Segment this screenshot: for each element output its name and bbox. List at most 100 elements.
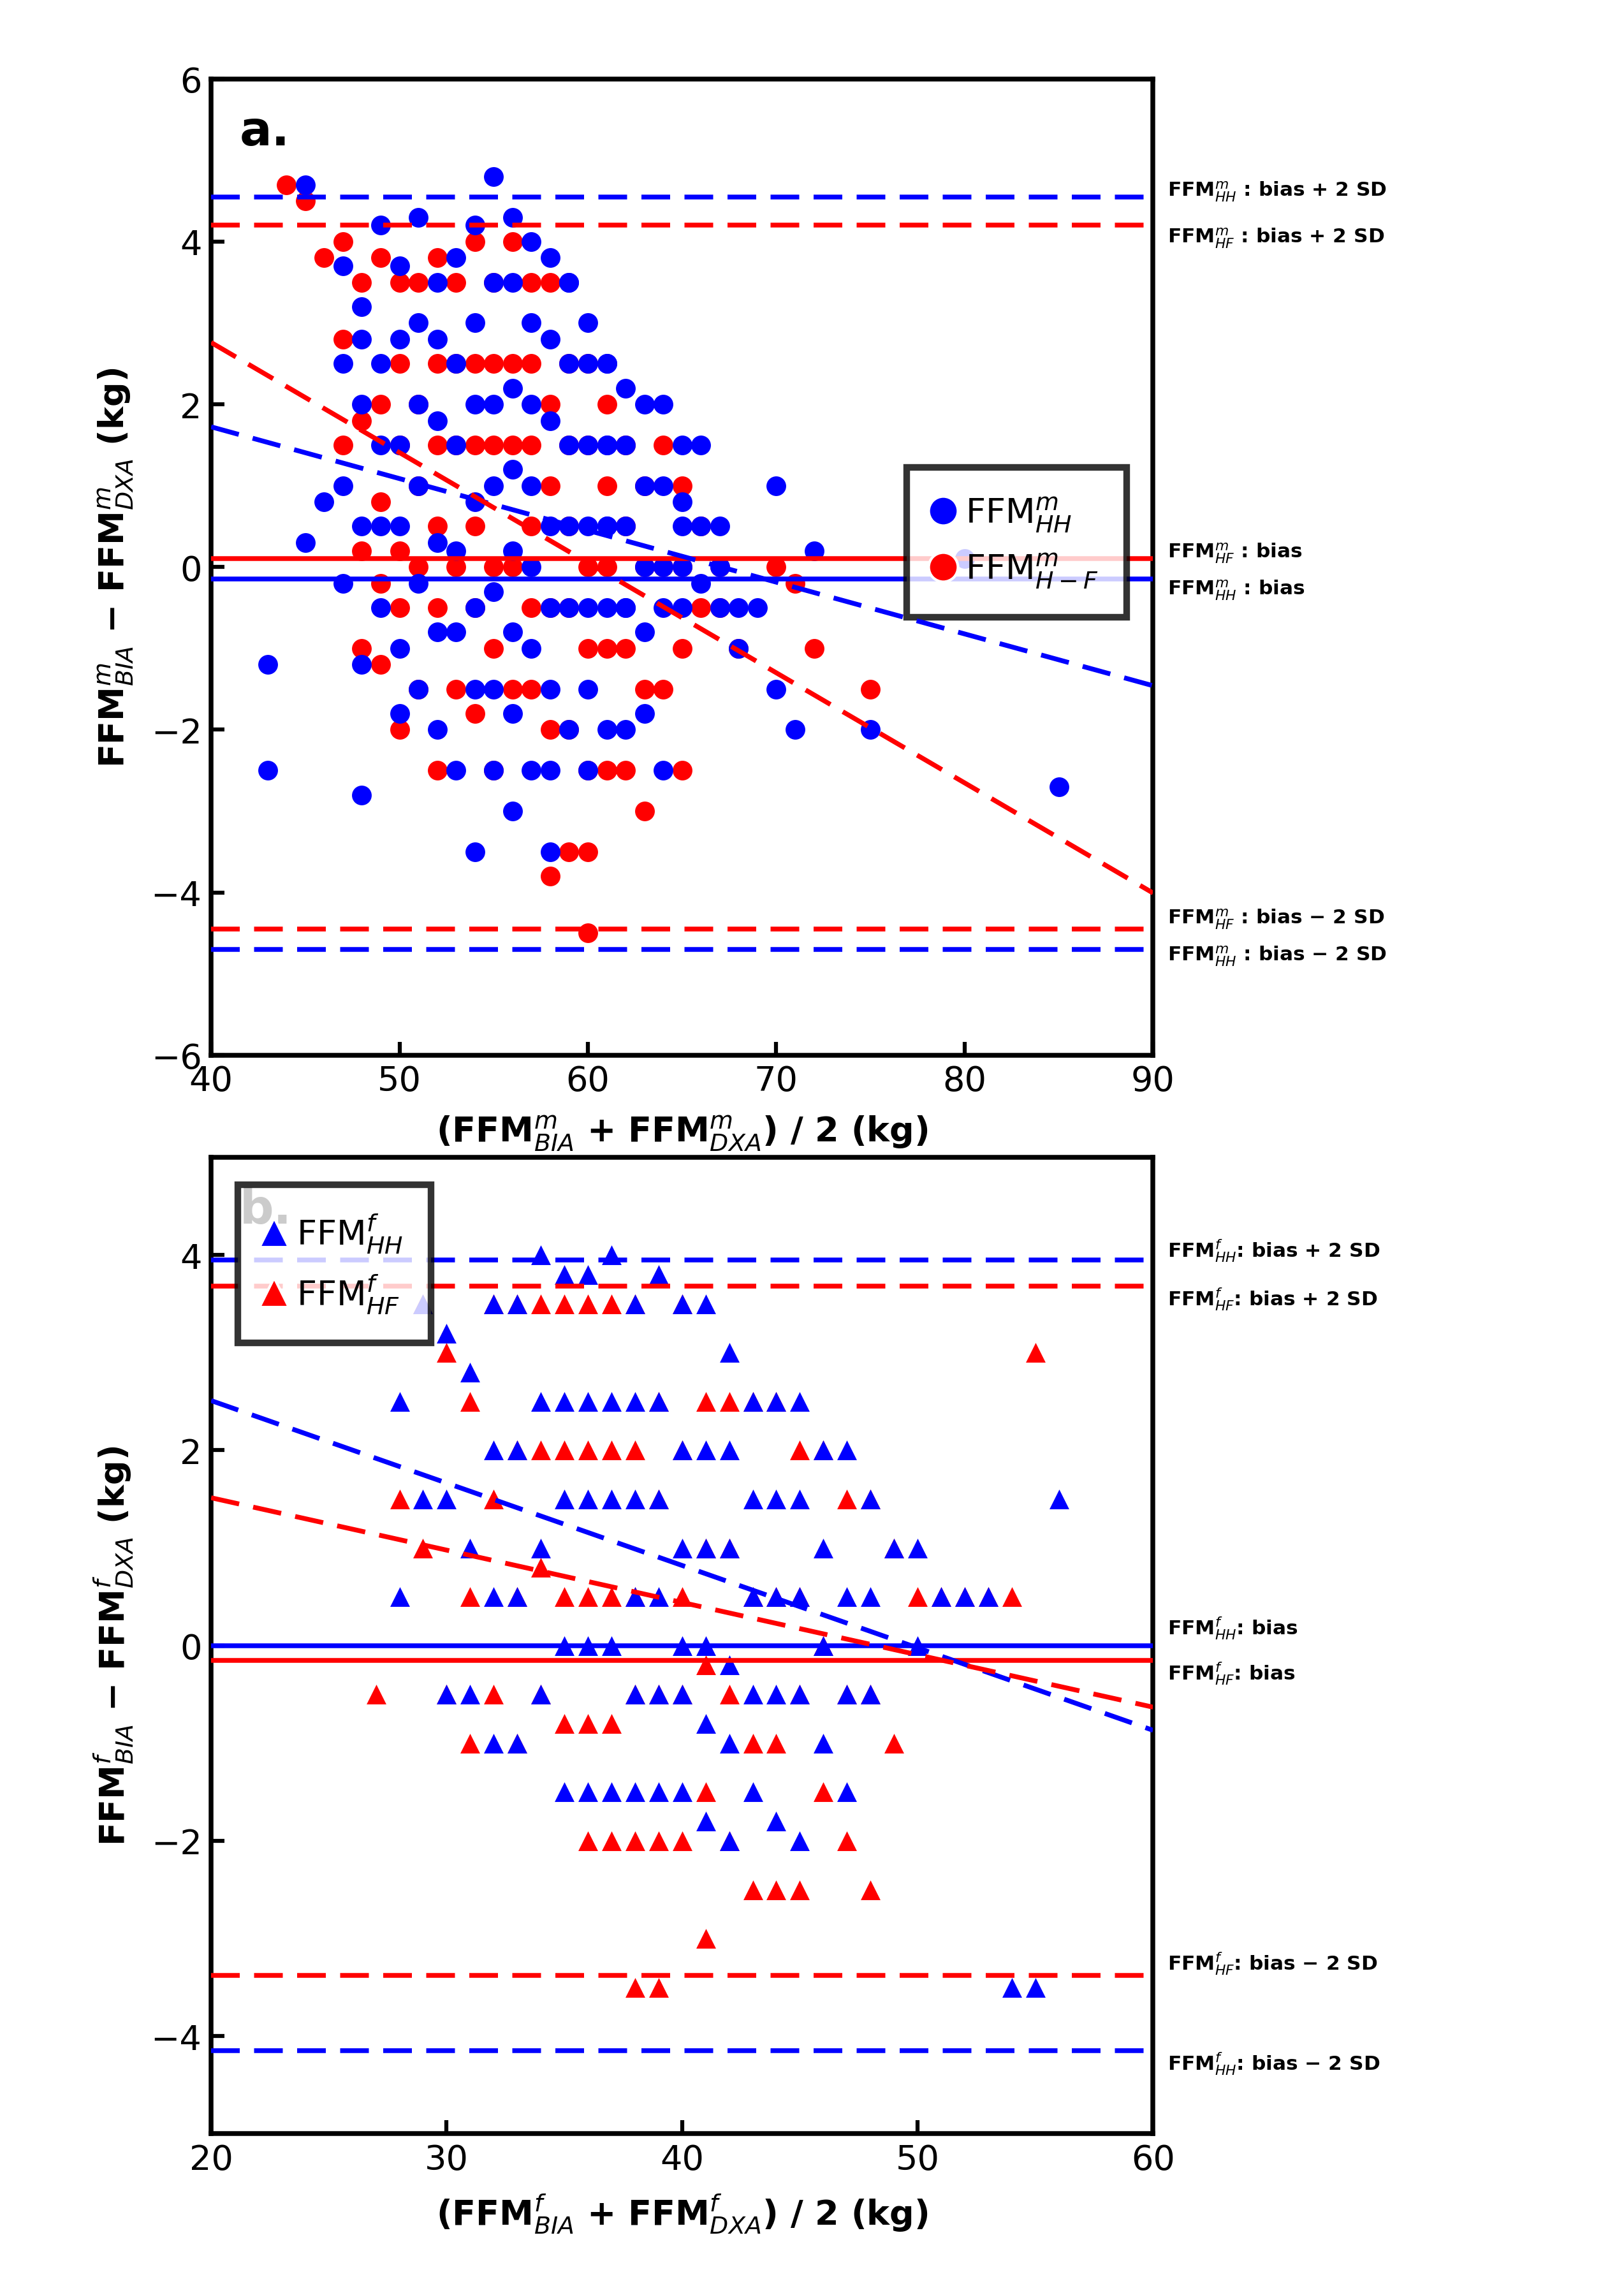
Point (409, 1530, 435, 1566)
X-axis label: (FFM$^{f}_{BIA}$ + FFM$^{f}_{DXA}$) / 2 (kg): (FFM$^{f}_{BIA}$ + FFM$^{f}_{DXA}$) / 2 … (437, 2193, 927, 2236)
Point (481, 631, 507, 667)
Point (810, 1432, 836, 1469)
Point (689, 508, 715, 545)
Point (575, 1432, 601, 1469)
Point (612, 370, 638, 406)
Point (612, 508, 638, 545)
Point (716, 1432, 742, 1469)
Point (598, 1823, 624, 1859)
Point (622, 1285, 648, 1321)
Point (555, 590, 581, 627)
Point (645, 1385, 671, 1421)
Point (612, 713, 638, 749)
Point (367, 207, 393, 243)
Point (669, 1432, 695, 1469)
Point (598, 1385, 624, 1421)
Point (835, 1675, 861, 1714)
Point (528, 1385, 554, 1421)
Point (551, 1628, 578, 1664)
Point (500, 266, 526, 302)
Point (518, 427, 544, 463)
Point (255, 754, 281, 790)
Point (551, 1482, 578, 1519)
Point (999, 1968, 1025, 2007)
Point (669, 1675, 695, 1714)
Point (500, 695, 526, 731)
Point (406, 468, 432, 504)
Point (632, 672, 658, 708)
Point (551, 1705, 578, 1741)
Point (292, 524, 318, 561)
Point (481, 427, 507, 463)
Point (443, 672, 469, 708)
Point (367, 565, 393, 602)
Point (528, 1550, 554, 1587)
Point (538, 713, 564, 749)
Point (330, 225, 356, 261)
Legend: FFM$^{f}_{HH}$, FFM$^{f}_{HF}$: FFM$^{f}_{HH}$, FFM$^{f}_{HF}$ (237, 1185, 430, 1344)
Point (555, 713, 581, 749)
Point (555, 508, 581, 545)
Point (461, 590, 487, 627)
Point (669, 1775, 695, 1811)
Point (481, 159, 507, 195)
Point (528, 1530, 554, 1566)
Point (645, 1675, 671, 1714)
Point (669, 1285, 695, 1321)
Point (538, 402, 564, 438)
Point (538, 508, 564, 545)
Point (645, 1968, 671, 2007)
Point (952, 1580, 978, 1616)
Point (349, 776, 375, 813)
Point (349, 288, 375, 325)
Point (518, 590, 544, 627)
Point (528, 1285, 554, 1321)
Point (880, 1725, 906, 1762)
Point (575, 549, 601, 586)
Point (575, 1258, 601, 1294)
Point (689, 508, 715, 545)
Point (594, 713, 620, 749)
Point (481, 266, 507, 302)
Point (598, 1237, 624, 1273)
Point (349, 631, 375, 667)
Point (929, 1580, 955, 1616)
Point (461, 484, 487, 520)
Point (458, 1725, 484, 1762)
Point (622, 1482, 648, 1519)
Point (434, 1675, 460, 1714)
Point (575, 1823, 601, 1859)
Point (594, 386, 620, 422)
Point (835, 1580, 861, 1616)
Point (461, 672, 487, 708)
Point (786, 1580, 812, 1616)
Point (255, 647, 281, 683)
Point (575, 672, 601, 708)
Point (461, 345, 487, 381)
Point (409, 1285, 435, 1321)
Point (551, 1580, 578, 1616)
Point (481, 1580, 507, 1616)
Point (518, 468, 544, 504)
Text: FFM$^{m}_{HH}$ : bias: FFM$^{m}_{HH}$ : bias (1168, 579, 1304, 602)
Point (594, 468, 620, 504)
Point (551, 1285, 578, 1321)
Point (349, 402, 375, 438)
Point (434, 1675, 460, 1714)
Point (503, 1580, 529, 1616)
Text: FFM$^{m}_{HF}$ : bias − 2 SD: FFM$^{m}_{HF}$ : bias − 2 SD (1168, 908, 1384, 931)
Point (364, 1675, 390, 1714)
Point (461, 304, 487, 340)
Point (349, 647, 375, 683)
Point (387, 247, 412, 284)
Point (669, 590, 695, 627)
Point (406, 200, 432, 236)
Point (786, 1675, 812, 1714)
Point (424, 322, 450, 359)
Point (669, 549, 695, 586)
Point (503, 1580, 529, 1616)
Point (880, 1530, 906, 1566)
Point (503, 1432, 529, 1469)
Point (443, 754, 469, 790)
Point (575, 427, 601, 463)
